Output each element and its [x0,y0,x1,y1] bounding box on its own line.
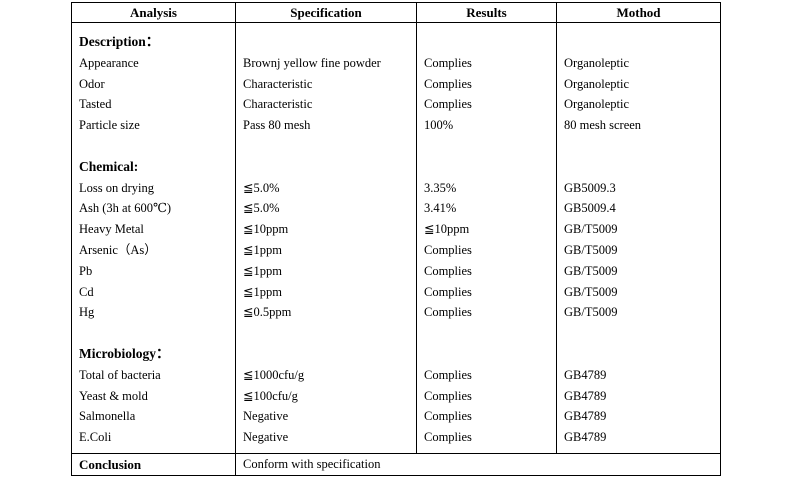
method-cell: Organoleptic [564,76,630,91]
spacer-line [79,323,235,344]
section-title: Microbiology： [79,345,170,361]
method-cell: GB/T5009 [564,242,618,257]
result-cell: Complies [424,284,472,299]
specification-cell: ≦5.0% [243,201,280,216]
result-cell: Complies [424,409,472,424]
method-cell: GB/T5009 [564,222,618,237]
analysis-cell: Loss on drying [79,180,154,195]
method-cell: GB5009.4 [564,201,616,216]
result-cell: Complies [424,430,472,445]
conclusion-label: Conclusion [71,452,236,476]
spacer-line [564,136,720,157]
analysis-cell: Appearance [79,55,139,70]
specification-cell: ≦100cfu/g [243,388,298,403]
specification-table: Analysis Specification Results Mothod De… [71,2,721,476]
specification-cell: Pass 80 mesh [243,118,311,133]
section-title: Description： [79,34,160,49]
specification-column: Brownj yellow fine powder Characteristic C… [235,22,417,454]
analysis-cell: Total of bacteria [79,367,161,382]
specification-cell: Characteristic [243,97,313,112]
spacer-line [564,323,720,344]
header-analysis: Analysis [71,2,236,23]
spacer-line [243,344,416,365]
method-cell: GB/T5009 [564,284,618,299]
body-row: Description： Appearance Odor Tasted Particle… [71,22,721,454]
specification-cell: ≦1ppm [243,284,282,299]
analysis-cell: Hg [79,305,95,320]
method-cell: GB/T5009 [564,305,618,320]
results-column: Complies Complies Complies 100% 3.35% 3.41% ≦1… [416,22,557,454]
analysis-column: Description： Appearance Odor Tasted Particle… [71,22,236,454]
specification-cell: ≦10ppm [243,222,289,237]
header-specification: Specification [235,2,417,23]
method-cell: Organoleptic [564,97,630,112]
method-cell: GB/T5009 [564,263,618,278]
analysis-cell: Odor [79,76,105,91]
result-cell: Complies [424,367,472,382]
specification-cell: ≦5.0% [243,180,280,195]
method-cell: GB4789 [564,409,607,424]
spacer-line [424,344,556,365]
result-cell: ≦10ppm [424,222,470,237]
spacer-line [424,157,556,178]
specification-cell: ≦1ppm [243,242,282,257]
spacer-line [424,136,556,157]
specification-cell: ≦1000cfu/g [243,367,305,382]
result-cell: 3.41% [424,201,457,216]
header-results: Results [416,2,557,23]
analysis-cell: E.Coli [79,430,112,445]
spacer-line [564,157,720,178]
method-cell: GB4789 [564,367,607,382]
analysis-cell: Heavy Metal [79,222,144,237]
result-cell: 100% [424,118,454,133]
analysis-cell: Tasted [79,97,112,112]
specification-cell: Brownj yellow fine powder [243,55,381,70]
analysis-cell: Ash (3h at 600℃) [79,201,172,216]
conclusion-row: Conclusion Conform with specification [71,452,721,476]
method-cell: 80 mesh screen [564,118,642,133]
spacer-line [243,157,416,178]
spacer-line [424,32,556,53]
spacer-line [79,136,235,157]
header-method: Mothod [556,2,721,23]
result-cell: Complies [424,76,472,91]
header-row: Analysis Specification Results Mothod [71,2,721,23]
analysis-cell: Salmonella [79,409,136,424]
specification-cell: Characteristic [243,76,313,91]
spacer-line [424,323,556,344]
specification-cell: ≦1ppm [243,263,282,278]
result-cell: Complies [424,242,472,257]
result-cell: Complies [424,305,472,320]
analysis-cell: Arsenic（As） [79,242,157,257]
analysis-cell: Cd [79,284,94,299]
spacer-line [564,344,720,365]
result-cell: Complies [424,388,472,403]
specification-cell: Negative [243,430,289,445]
analysis-cell: Particle size [79,118,140,133]
method-cell: GB5009.3 [564,180,616,195]
result-cell: Complies [424,97,472,112]
specification-cell: Negative [243,409,289,424]
conclusion-value: Conform with specification [235,452,721,476]
method-cell: GB4789 [564,430,607,445]
section-title: Chemical: [79,158,139,174]
result-cell: Complies [424,263,472,278]
result-cell: 3.35% [424,180,457,195]
spacer-line [243,136,416,157]
spacer-line [243,323,416,344]
spacer-line [564,32,720,53]
analysis-cell: Pb [79,263,93,278]
analysis-cell: Yeast & mold [79,388,148,403]
spacer-line [243,32,416,53]
method-cell: GB4789 [564,388,607,403]
result-cell: Complies [424,55,472,70]
method-cell: Organoleptic [564,55,630,70]
method-column: Organoleptic Organoleptic Organoleptic 80 m… [556,22,721,454]
specification-cell: ≦0.5ppm [243,305,292,320]
